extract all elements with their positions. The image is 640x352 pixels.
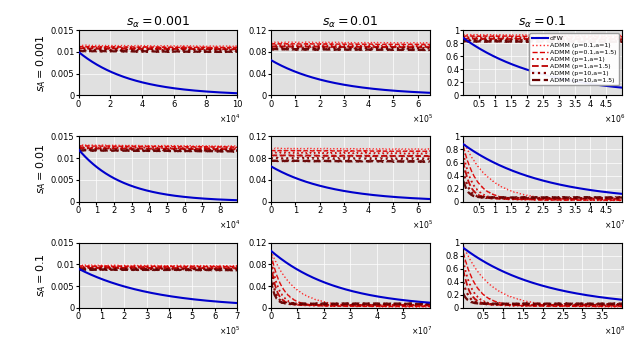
- Text: $\times10^{5}$: $\times10^{5}$: [412, 218, 433, 231]
- Title: $s_{\alpha} = 0.001$: $s_{\alpha} = 0.001$: [125, 15, 190, 30]
- Text: $\times10^{6}$: $\times10^{6}$: [604, 112, 625, 125]
- Title: $s_{\alpha} = 0.1$: $s_{\alpha} = 0.1$: [518, 15, 567, 30]
- Title: $s_{\alpha} = 0.01$: $s_{\alpha} = 0.01$: [322, 15, 379, 30]
- Text: $\times10^{5}$: $\times10^{5}$: [412, 112, 433, 125]
- Y-axis label: $s_A = 0.001$: $s_A = 0.001$: [34, 34, 48, 92]
- Text: $\times10^{4}$: $\times10^{4}$: [219, 112, 240, 125]
- Y-axis label: $s_A = 0.1$: $s_A = 0.1$: [34, 253, 48, 297]
- Text: $\times10^{4}$: $\times10^{4}$: [219, 218, 240, 231]
- Text: $\times10^{5}$: $\times10^{5}$: [219, 325, 240, 337]
- Text: $\times10^{7}$: $\times10^{7}$: [412, 325, 433, 337]
- Y-axis label: $s_A = 0.01$: $s_A = 0.01$: [34, 144, 48, 194]
- Text: $\times10^{8}$: $\times10^{8}$: [604, 325, 625, 337]
- Legend: dFW, ADMM (p=0.1,a=1), ADMM (p=0.1,a=1.5), ADMM (p=1,a=1), ADMM (p=1,a=1.5), ADM: dFW, ADMM (p=0.1,a=1), ADMM (p=0.1,a=1.5…: [529, 33, 619, 85]
- Text: $\times10^{7}$: $\times10^{7}$: [604, 218, 625, 231]
